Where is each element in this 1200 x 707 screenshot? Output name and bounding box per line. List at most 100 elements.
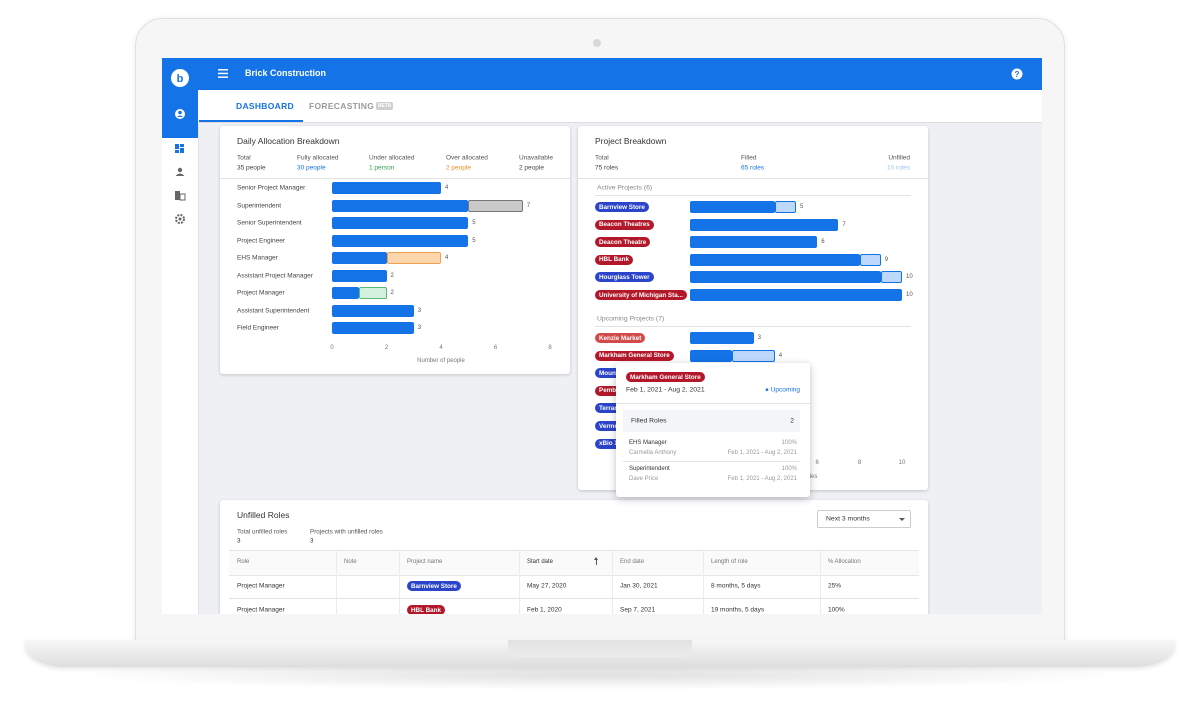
cell-end: Jan 30, 2021 [620, 582, 658, 590]
summary-value: 1 person [369, 164, 395, 172]
divider [623, 461, 800, 462]
x-tick-label: 6 [815, 460, 819, 466]
bar-label: 5 [472, 220, 476, 226]
tab-underline [199, 120, 303, 122]
svg-text:?: ? [1015, 70, 1020, 79]
card-title: Unfilled Roles [237, 510, 290, 520]
sidebar-icons: b [171, 69, 189, 224]
entry-person: Carmella Anthony [629, 450, 677, 456]
column-header[interactable]: Length of role [711, 559, 748, 565]
cell-allocation: 25% [828, 582, 842, 590]
bar-segment [690, 332, 754, 344]
tab-bar [198, 90, 1042, 123]
column-header[interactable]: % Allocation [828, 559, 861, 565]
summary-label: Under allocated [369, 154, 415, 162]
x-tick-label: 0 [330, 345, 334, 351]
people-icon[interactable] [175, 167, 185, 176]
table-header-bg [229, 550, 919, 576]
project-pill: Mount [595, 368, 622, 379]
summary-value: 2 people [519, 164, 544, 172]
bar-segment [774, 201, 796, 213]
role-label: Superintendent [237, 202, 282, 209]
bar-segment [332, 199, 469, 212]
role-label: Senior Project Manager [237, 184, 306, 192]
column-separator [519, 550, 520, 614]
project-pill: Beacon Theatres [595, 219, 654, 230]
divider [220, 178, 570, 179]
bar-segment [732, 349, 775, 362]
dropdown[interactable]: Next 3 months [817, 510, 911, 528]
summary-label: Over allocated [446, 154, 488, 162]
bar-label: 7 [842, 221, 846, 228]
cell-length: 19 months, 5 days [711, 606, 765, 614]
camera [593, 39, 601, 47]
tab-forecasting[interactable]: FORECASTING [309, 101, 375, 111]
summary-value: 2 people [446, 164, 471, 172]
project-pill: Kenzie Market [595, 333, 646, 343]
project-pill: Barnview Store [595, 202, 649, 212]
logo-letter: b [177, 73, 184, 85]
column-header[interactable]: End date [620, 559, 645, 565]
bar-segment [332, 269, 387, 282]
column-header[interactable]: Start date [527, 559, 554, 565]
x-tick-label: 8 [548, 345, 552, 351]
bar-segment [332, 287, 360, 299]
screen: b Brick Construction ? DASHBOARD FORECAS… [162, 58, 1042, 614]
project-pill: HBL Bank [595, 254, 633, 265]
bar-segment [880, 271, 902, 284]
help-button[interactable]: ? [1011, 68, 1023, 80]
column-separator [820, 550, 821, 614]
bar-label: 4 [445, 185, 449, 191]
app-title: Brick Construction [245, 68, 327, 78]
bar-segment [690, 218, 839, 231]
bar-label: 9 [884, 256, 889, 263]
x-tick-label: 2 [384, 345, 389, 351]
summary-label: Unavailable [519, 154, 553, 162]
group-heading: Upcoming Projects (7) [597, 315, 665, 323]
cell-start: Feb 1, 2020 [527, 606, 562, 614]
role-label: Project Manager [237, 289, 285, 297]
summary-label: Total [237, 154, 251, 162]
column-header[interactable]: Role [237, 559, 250, 565]
menu-button[interactable] [218, 69, 228, 78]
cell-length: 8 months, 5 days [711, 582, 761, 590]
sort-arrow-head [594, 557, 598, 560]
settings-icon[interactable] [175, 214, 185, 224]
logo [171, 69, 189, 87]
x-tick-label: 4 [439, 345, 443, 351]
summary-value: 75 roles [595, 164, 619, 172]
column-separator [612, 550, 613, 614]
project-pill: Deacon Theatre [595, 237, 651, 248]
role-label: EHS Manager [237, 254, 278, 262]
bar-label: 7 [526, 202, 531, 209]
projects-icon[interactable] [175, 191, 186, 201]
entry-dates: Feb 1, 2021 - Aug 2, 2021 [727, 476, 797, 482]
column-separator [399, 550, 400, 614]
summary-label: Fully allocated [297, 154, 339, 162]
x-axis-label: Number of people [417, 358, 465, 364]
tab-dashboard[interactable]: DASHBOARD [236, 101, 294, 111]
entry-role: EHS Manager [629, 440, 667, 446]
bar-label: 5 [472, 237, 476, 244]
divider [578, 178, 928, 179]
summary-label: Unfilled [888, 154, 910, 162]
x-tick-label: 6 [493, 345, 498, 351]
role-label: Senior Superintendent [237, 219, 302, 227]
account-icon[interactable] [175, 109, 185, 119]
bar-segment [332, 304, 414, 317]
tooltip-status: ● Upcoming [765, 386, 800, 394]
filled-roles-box [623, 410, 800, 432]
column-header[interactable]: Project name [407, 559, 443, 565]
group-heading: Active Projects (6) [597, 184, 653, 192]
card-title: Daily Allocation Breakdown [237, 136, 340, 146]
column-header[interactable]: Note [344, 559, 357, 565]
dashboard-icon[interactable] [175, 144, 184, 153]
bar-label: 3 [417, 307, 422, 314]
bar-label: 10 [906, 274, 913, 281]
summary-label: Filled [741, 154, 757, 162]
divider [595, 326, 911, 327]
bar-label: 5 [800, 204, 804, 210]
dropdown-label: Next 3 months [826, 515, 870, 523]
project-pill: Markham General Store [595, 350, 674, 361]
x-tick-label: 8 [857, 460, 862, 466]
